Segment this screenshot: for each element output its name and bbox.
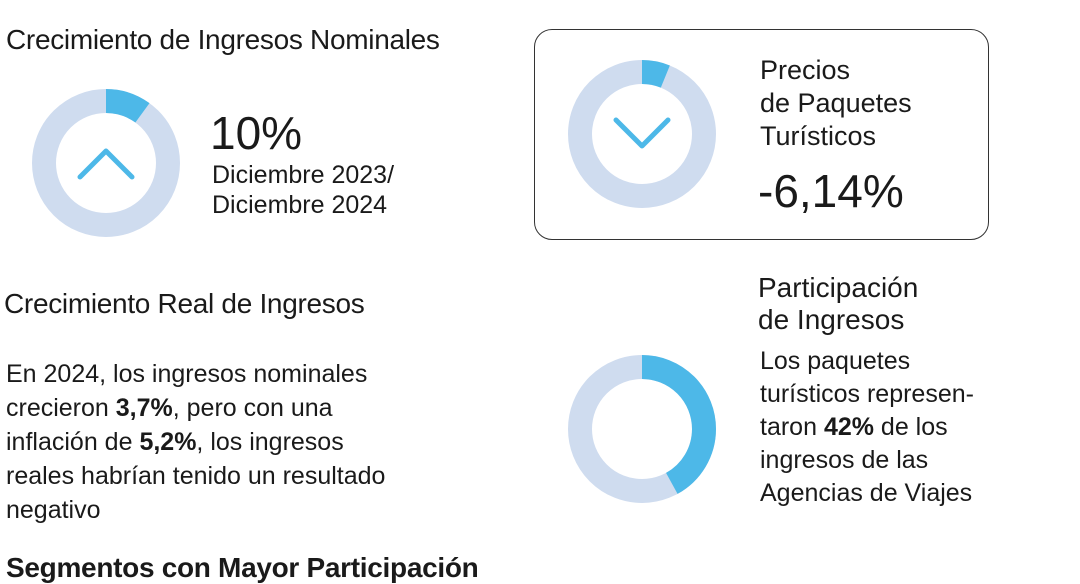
real-title: Crecimiento Real de Ingresos: [4, 288, 365, 319]
packages-title: Precios de Paquetes Turísticos: [760, 54, 912, 153]
nominal-period-line1: Diciembre 2023/: [212, 161, 395, 189]
share-ring-fill: [568, 355, 716, 503]
packages-title-line3: Turísticos: [760, 121, 877, 151]
chevron-down-icon: [613, 117, 671, 149]
real-text-line5: negativo: [6, 496, 101, 524]
share-text-d: de los: [873, 413, 948, 441]
share-text-line4: ingresos de las: [760, 446, 929, 474]
chevron-up-icon: [77, 148, 135, 180]
real-text-b: crecieron: [6, 394, 116, 422]
real-text-line3: inflación de 5,2%, los ingresos: [6, 425, 506, 459]
share-title: Participación de Ingresos: [758, 272, 918, 336]
packages-ring: [568, 60, 716, 208]
share-description: Los paquetes turísticos represen- taron …: [760, 345, 974, 510]
real-text-e: , los ingresos: [196, 428, 344, 456]
real-text-c: , pero con una: [172, 394, 333, 422]
nominal-value: 10%: [210, 107, 303, 159]
share-text-line3: taron 42% de los: [760, 411, 974, 444]
nominal-ring: [32, 89, 180, 237]
real-description: En 2024, los ingresos nominales creciero…: [6, 357, 506, 527]
nominal-ring-fill: [32, 89, 180, 237]
packages-value: -6,14%: [758, 165, 904, 217]
share-ring: [568, 355, 716, 503]
nominal-growth-value: 3,7%: [115, 394, 173, 422]
share-percent-value: 42%: [823, 413, 874, 441]
share-title-line1: Participación: [758, 272, 919, 303]
nominal-title: Crecimiento de Ingresos Nominales: [6, 24, 440, 55]
real-text-line1: En 2024, los ingresos nominales: [6, 360, 368, 388]
packages-ring-fill: [568, 60, 716, 208]
share-text-line1: Los paquetes: [760, 347, 911, 375]
share-title-line2: de Ingresos: [758, 304, 905, 335]
nominal-period-line2: Diciembre 2024: [212, 191, 388, 219]
share-text-line5: Agencias de Viajes: [760, 479, 973, 507]
inflation-value: 5,2%: [139, 428, 197, 456]
real-text-d: inflación de: [6, 428, 140, 456]
nominal-ring-track: [32, 89, 180, 237]
segments-title: Segmentos con Mayor Participación: [6, 552, 479, 583]
nominal-period: Diciembre 2023/ Diciembre 2024: [212, 160, 394, 220]
real-text-line4: reales habrían tenido un resultado: [6, 462, 386, 490]
share-text-line2: turísticos represen-: [760, 380, 974, 408]
package-prices-card: [534, 29, 989, 240]
real-text-line2: crecieron 3,7%, pero con una: [6, 391, 506, 425]
packages-title-line1: Precios: [760, 55, 851, 85]
packages-title-line2: de Paquetes: [760, 88, 912, 118]
share-text-c: taron: [760, 413, 824, 441]
packages-ring-track: [568, 60, 716, 208]
